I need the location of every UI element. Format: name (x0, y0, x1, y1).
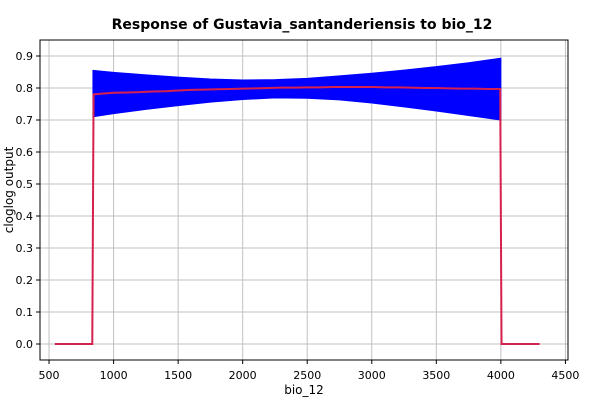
y-tick-label: 0.8 (16, 82, 34, 95)
x-tick-label: 1500 (164, 369, 192, 382)
y-tick-label: 0.7 (16, 114, 34, 127)
x-tick-label: 4000 (487, 369, 515, 382)
confidence-band (92, 57, 502, 121)
x-tick-label: 1000 (100, 369, 128, 382)
chart-title: Response of Gustavia_santanderiensis to … (112, 17, 493, 33)
x-axis-label: bio_12 (284, 383, 324, 397)
plot-area (54, 57, 540, 345)
x-tick-label: 2500 (293, 369, 321, 382)
axis-ticks: 500 1000 1500 2000 2500 3000 3500 4000 4500 0.0 0.… (16, 50, 580, 382)
y-axis-label: cloglog output (2, 146, 16, 233)
y-tick-label: 0.0 (16, 338, 34, 351)
plot-frame (39, 39, 569, 361)
y-tick-label: 0.5 (16, 178, 34, 191)
x-tick-label: 4500 (551, 369, 579, 382)
y-tick-label: 0.2 (16, 274, 34, 287)
y-tick-label: 0.3 (16, 242, 34, 255)
x-tick-label: 2000 (229, 369, 257, 382)
y-tick-label: 0.6 (16, 146, 34, 159)
y-tick-label: 0.4 (16, 210, 34, 223)
x-tick-label: 500 (39, 369, 60, 382)
x-tick-label: 3500 (422, 369, 450, 382)
y-tick-label: 0.9 (16, 50, 34, 63)
response-line (54, 86, 540, 345)
x-tick-label: 3000 (358, 369, 386, 382)
y-tick-label: 0.1 (16, 306, 34, 319)
